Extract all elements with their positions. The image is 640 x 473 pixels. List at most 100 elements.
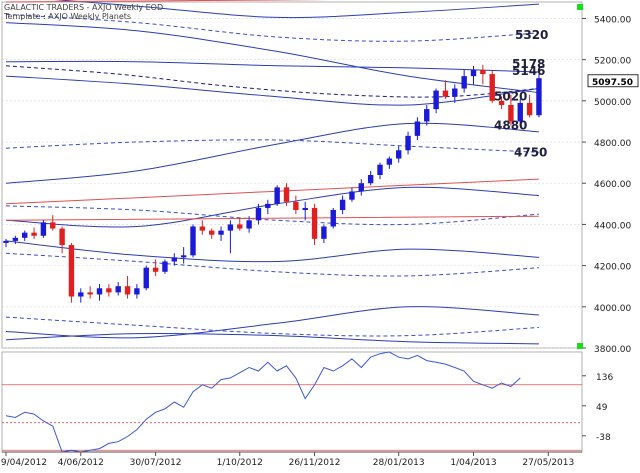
planet-line	[5, 122, 539, 184]
candle-body	[78, 292, 84, 297]
candle-body	[162, 261, 168, 272]
y-tick-label: 4800.00	[594, 139, 631, 149]
y-tick-label: 4600.00	[594, 180, 631, 190]
candle-body	[498, 100, 505, 105]
candle-body	[152, 267, 159, 272]
candle-body	[3, 240, 9, 243]
y-tick-label: 5000.00	[594, 98, 631, 108]
y-tick-label: 4400.00	[594, 221, 631, 231]
chart-title: GALACTIC TRADERS - AXJO Weekly EOD	[4, 3, 163, 12]
candle-body	[265, 203, 271, 208]
candle-body	[246, 220, 252, 229]
planet-line	[5, 332, 539, 345]
candle-body	[405, 135, 411, 151]
candle-body	[171, 257, 177, 262]
oscillator-axis: 136 49 -38	[582, 373, 613, 443]
candle-body	[106, 288, 112, 293]
oscillator-grid	[2, 384, 582, 451]
candle-body	[508, 104, 514, 122]
price-axis: 3800.00 4000.00 4200.00 4400.00 4600.00 4800.…	[582, 15, 639, 355]
chart-subtitle: Template : AXJO Weekly Planets	[3, 12, 131, 21]
candle-body	[293, 201, 299, 211]
date-axis: 9/04/2012 4/06/2012 30/07/2012 1/10/2012 26/…	[1, 451, 582, 468]
y-tick-label: 4200.00	[594, 263, 631, 273]
x-tick-label: 1/10/2012	[217, 458, 263, 468]
osc-y-tick-label: -38	[596, 433, 611, 443]
y-tick-label: 5400.00	[594, 15, 631, 25]
candle-body	[302, 207, 308, 211]
planet-line	[5, 178, 539, 205]
planet-line	[5, 139, 539, 153]
corner-marker-top	[577, 4, 583, 10]
candle-body	[386, 158, 393, 165]
candle-body	[283, 187, 290, 202]
candle-body	[349, 191, 355, 200]
planet-line	[5, 0, 332, 3]
candle-body	[199, 226, 206, 231]
planet-line	[5, 240, 539, 263]
price-grid	[2, 18, 582, 349]
candle-body	[40, 222, 47, 236]
candle-body	[227, 224, 234, 231]
candle-body	[367, 175, 374, 184]
planet-line	[5, 75, 539, 106]
candle-body	[414, 121, 421, 136]
candle-body	[377, 164, 383, 175]
candle-body	[274, 187, 280, 204]
last-price-box	[587, 74, 639, 88]
candle-body	[321, 226, 327, 239]
candle-body	[442, 90, 449, 97]
planet-line	[5, 252, 539, 277]
candle-body	[143, 267, 149, 289]
candle-body	[50, 222, 56, 229]
candle-body	[68, 245, 75, 297]
x-tick-label: 30/07/2012	[130, 458, 182, 468]
x-tick-label: 4/06/2012	[58, 458, 104, 468]
candle-body	[330, 210, 336, 227]
planet-line	[5, 60, 539, 73]
oscillator-panel	[1, 351, 583, 453]
candle-body	[87, 292, 93, 295]
candle-body	[489, 74, 495, 101]
candle-body	[22, 232, 28, 238]
candle-body	[470, 69, 477, 77]
oscillator-line	[5, 351, 521, 453]
candle-body	[517, 102, 523, 122]
level-annotation: 4880	[494, 119, 527, 133]
planet-line	[5, 316, 539, 337]
planet-line	[5, 215, 539, 221]
candle-body	[396, 150, 402, 159]
planet-line	[5, 22, 539, 94]
x-tick-label: 9/04/2012	[1, 458, 47, 468]
level-annotation: 5146	[512, 64, 545, 78]
osc-y-tick-label: 136	[596, 373, 613, 383]
level-annotation: 4750	[514, 145, 547, 159]
y-tick-label: 3800.00	[594, 345, 631, 355]
candle-body	[358, 183, 364, 192]
candle-body	[526, 102, 533, 116]
candle-body	[339, 199, 346, 211]
candle-body	[424, 109, 430, 122]
level-annotation: 5320	[515, 28, 548, 42]
candle-body	[452, 88, 458, 97]
candle-body	[96, 288, 103, 295]
candle-body	[115, 286, 121, 293]
level-annotation: 5178	[512, 57, 545, 71]
candle-body	[218, 230, 224, 235]
candle-body	[311, 207, 318, 239]
candle-body	[134, 288, 140, 295]
candle-body	[536, 78, 542, 116]
candle-body	[124, 286, 131, 295]
x-tick-label: 27/05/2013	[522, 458, 574, 468]
oscillator-series	[5, 351, 521, 453]
candle-body	[180, 255, 187, 258]
candles	[3, 64, 542, 303]
planet-line	[5, 205, 539, 226]
candle-body	[433, 90, 439, 110]
x-tick-label: 1/04/2013	[450, 458, 496, 468]
level-annotation: 5020	[494, 90, 527, 104]
y-tick-label: 5200.00	[594, 57, 631, 67]
candle-body	[190, 226, 196, 256]
candle-body	[209, 230, 215, 235]
